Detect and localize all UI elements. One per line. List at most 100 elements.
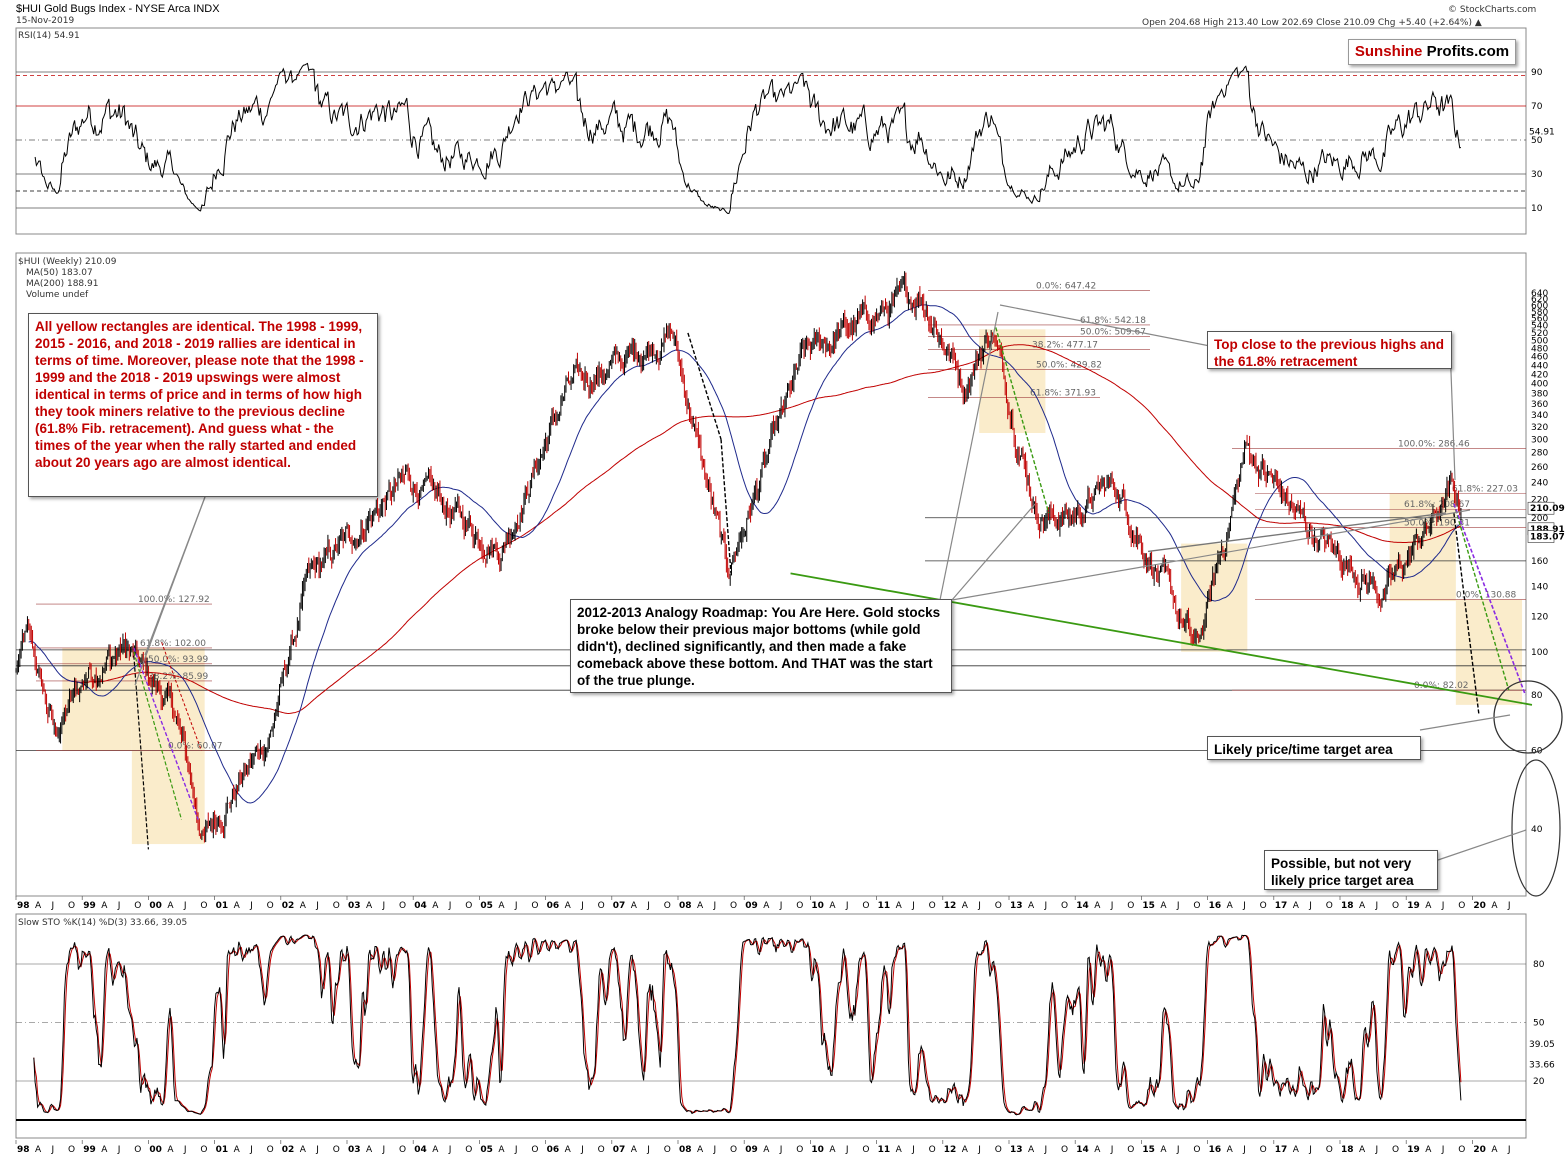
x-month-label: J — [1441, 901, 1445, 911]
x-year-label: 11 — [878, 901, 891, 911]
x-month-label: A — [565, 901, 572, 911]
x-month-label: J — [845, 1145, 849, 1155]
x-year-label: 01 — [216, 901, 229, 911]
rsi-panel: RSI(14) 54.91 10 30 50 70 90 54.91 — [15, 27, 1555, 235]
x-year-label: 11 — [878, 1145, 891, 1155]
x-month-label: A — [697, 901, 704, 911]
price-tick-label: 80 — [1531, 691, 1543, 701]
x-month-label: J — [779, 1145, 783, 1155]
x-month-label: O — [929, 1145, 936, 1155]
x-month-label: A — [101, 901, 108, 911]
price-tick-label: 40 — [1531, 825, 1543, 835]
brand-profits: Profits.com — [1426, 43, 1510, 60]
fib-label: 0.0%: 60.07 — [168, 742, 223, 752]
x-month-label: J — [315, 1145, 319, 1155]
x-month-label: A — [829, 1145, 836, 1155]
x-month-label: A — [565, 1145, 572, 1155]
red-dashed-2000 — [161, 642, 202, 751]
x-month-label: O — [399, 901, 406, 911]
x-month-label: O — [465, 901, 472, 911]
price-tick-label: 480 — [1531, 344, 1548, 354]
x-month-label: J — [1242, 1145, 1246, 1155]
x-month-label: O — [531, 901, 538, 911]
black-dashed-2008 — [720, 439, 732, 574]
x-month-label: O — [796, 901, 803, 911]
x-month-label: O — [664, 1145, 671, 1155]
x-year-label: 06 — [547, 901, 560, 911]
x-month-label: O — [1061, 1145, 1068, 1155]
x-year-label: 15 — [1142, 1145, 1155, 1155]
x-month-label: O — [1127, 901, 1134, 911]
x-year-label: 10 — [811, 1145, 824, 1155]
x-month-label: J — [51, 901, 55, 911]
green-trendline — [790, 572, 1533, 706]
x-month-label: O — [200, 1145, 207, 1155]
x-month-label: J — [183, 1145, 187, 1155]
x-month-label: A — [167, 901, 174, 911]
x-month-label: J — [382, 1145, 386, 1155]
brand-sunshine: Sunshine — [1354, 43, 1423, 60]
rsi-last-label: 54.91 — [1529, 128, 1555, 138]
x-month-label: A — [167, 1145, 174, 1155]
x-month-label: A — [763, 1145, 770, 1155]
x-month-label: A — [631, 1145, 638, 1155]
x-month-label: O — [1458, 901, 1465, 911]
x-month-label: O — [68, 1145, 75, 1155]
price-tick-label: 200 — [1531, 514, 1548, 524]
x-month-label: O — [995, 1145, 1002, 1155]
price-tick-label: 300 — [1531, 435, 1548, 445]
x-year-label: 04 — [414, 1145, 427, 1155]
fib-label: 0.0%: 647.42 — [1036, 282, 1096, 292]
price-tick-label: 220 — [1531, 495, 1548, 505]
sto-k-line — [33, 934, 1462, 1116]
x-year-label: 99 — [83, 901, 96, 911]
x-month-label: A — [432, 901, 439, 911]
x-month-label: A — [896, 901, 903, 911]
x-year-label: 09 — [745, 1145, 758, 1155]
price-panel: 0.0%: 647.42 61.8%: 542.18 50.0%: 509.67 38… — [15, 252, 1565, 911]
x-month-label: A — [498, 901, 505, 911]
x-month-label: A — [1293, 1145, 1300, 1155]
x-month-label: J — [911, 901, 915, 911]
price-tick-label: 440 — [1531, 361, 1548, 371]
green-dashed-projection — [1453, 503, 1510, 691]
x-month-label: O — [1326, 1145, 1333, 1155]
x-month-label: A — [1028, 901, 1035, 911]
possible-target-note: Possible, but not very likely price targ… — [1264, 850, 1438, 890]
x-month-label: O — [68, 901, 75, 911]
x-month-label: A — [1160, 1145, 1167, 1155]
x-month-label: O — [929, 901, 936, 911]
sto-tick-label: 20 — [1533, 1077, 1545, 1087]
possible-target-ellipse — [1511, 759, 1561, 897]
x-month-label: J — [779, 901, 783, 911]
x-month-label: A — [697, 1145, 704, 1155]
x-month-label: A — [1227, 1145, 1234, 1155]
x-year-label: 06 — [547, 1145, 560, 1155]
x-month-label: O — [1260, 1145, 1267, 1155]
x-month-label: J — [315, 901, 319, 911]
price-tick-label: 240 — [1531, 478, 1548, 488]
x-month-label: O — [267, 901, 274, 911]
price-value-label: 210.09 — [1530, 504, 1565, 514]
green-dashed-decline — [995, 327, 1050, 514]
black-dashed-2008b — [687, 332, 722, 440]
x-month-label: A — [1359, 901, 1366, 911]
x-year-label: 02 — [282, 901, 295, 911]
x-month-label: A — [366, 1145, 373, 1155]
x-month-label: J — [514, 901, 518, 911]
x-year-label: 16 — [1209, 1145, 1222, 1155]
price-value-box — [1527, 501, 1555, 515]
x-year-label: 13 — [1010, 1145, 1023, 1155]
x-year-label: 05 — [480, 901, 493, 911]
price-tick-label: 400 — [1531, 380, 1548, 390]
x-year-label: 20 — [1473, 1145, 1486, 1155]
price-value-box — [1527, 530, 1555, 543]
x-year-label: 07 — [613, 1145, 626, 1155]
x-year-label: 05 — [480, 1145, 493, 1155]
x-month-label: O — [1326, 901, 1333, 911]
chart-date: 15-Nov-2019 — [16, 16, 74, 26]
fib-label: 0.0%: 82.02 — [1414, 681, 1469, 691]
x-month-label: O — [796, 1145, 803, 1155]
price-tick-label: 280 — [1531, 449, 1548, 459]
price-tick-label: 340 — [1531, 411, 1548, 421]
